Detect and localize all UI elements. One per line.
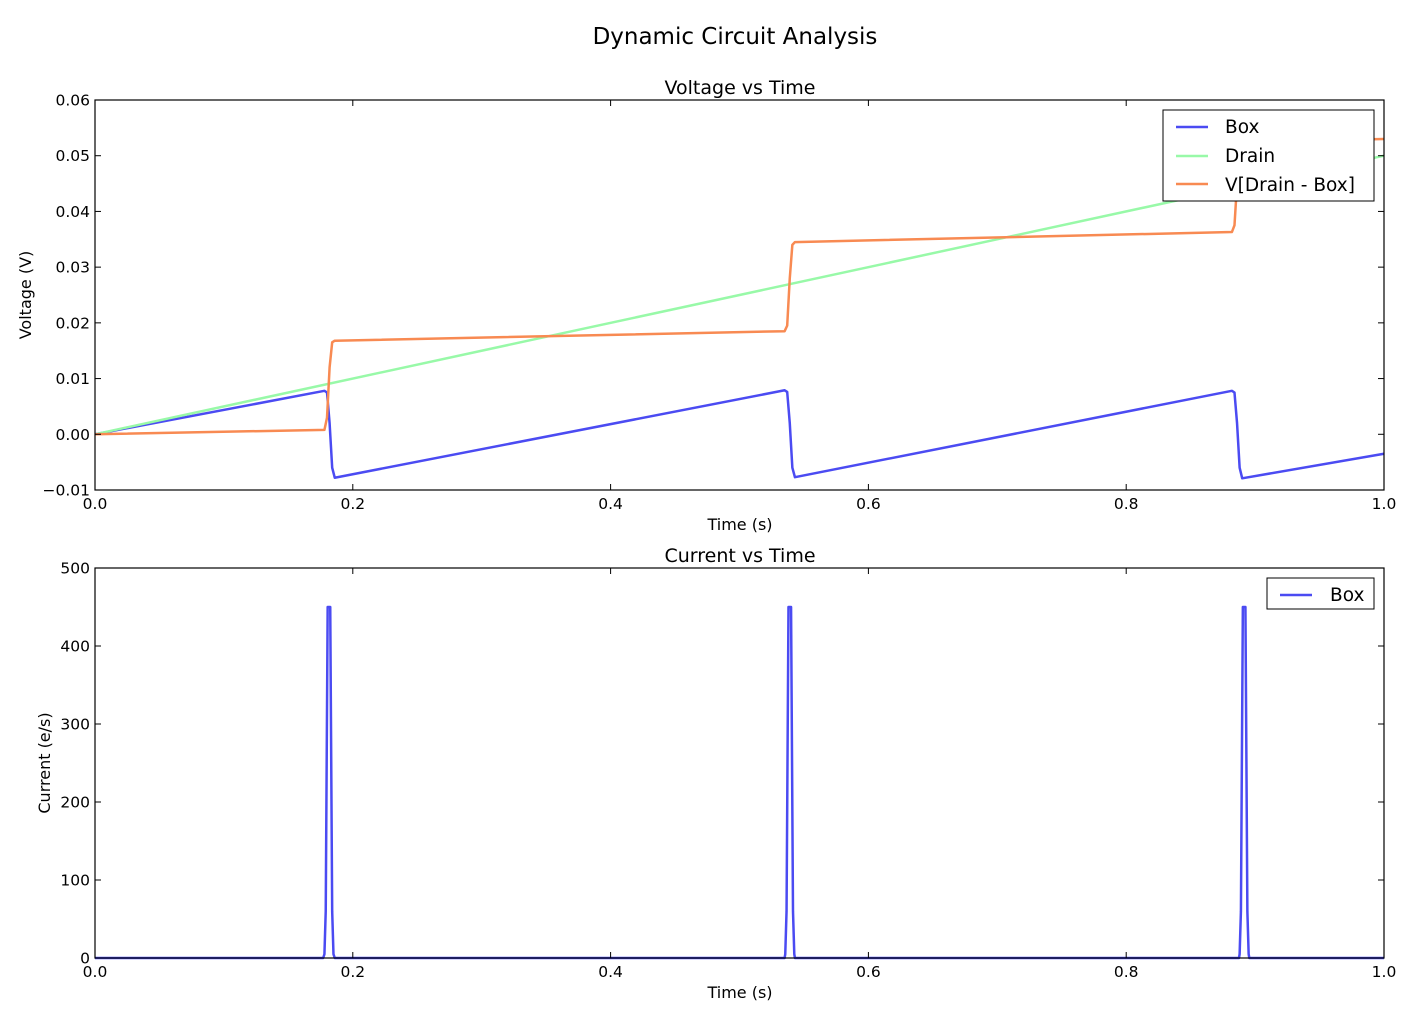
- voltage-ytick-label: 0.01: [55, 370, 90, 388]
- current-legend: Box: [1266, 577, 1375, 610]
- voltage-series-line-0: [94, 389, 1385, 480]
- current-xtick-label: 0.0: [83, 963, 108, 981]
- voltage-ytick-label: 0.05: [55, 147, 90, 165]
- voltage-xtick-label: 0.2: [340, 495, 365, 513]
- voltage-panel: Voltage vs Time 0.0 0.2 0.4 0.6 0.8 1.0−0.010…: [16, 77, 1396, 534]
- current-ytick-label: 400: [60, 638, 90, 656]
- current-x-axis-label: Time (s): [706, 983, 772, 1002]
- current-plot-frame: [94, 567, 1385, 959]
- current-ytick-label: 500: [60, 560, 90, 578]
- current-y-axis-label: Current (e/s): [35, 712, 54, 813]
- voltage-plot-frame: [94, 99, 1385, 491]
- current-xtick-label: 1.0: [1372, 963, 1397, 981]
- voltage-xtick-label: 0.6: [856, 495, 881, 513]
- current-ytick-label: 0: [80, 950, 90, 968]
- legend-label-box: Box: [1225, 117, 1259, 138]
- voltage-ytick-label: 0.04: [55, 203, 90, 221]
- figure-title: Dynamic Circuit Analysis: [593, 24, 878, 50]
- voltage-legend: Box Drain V[Drain - Box]: [1162, 109, 1375, 202]
- current-xtick-label: 0.8: [1114, 963, 1139, 981]
- current-xtick-label: 0.6: [856, 963, 881, 981]
- current-panel: Current vs Time 0.0 0.2 0.4 0.6 0.8 1.0 0 100 20…: [35, 545, 1396, 1002]
- current-xtick-label: 0.2: [340, 963, 365, 981]
- voltage-y-axis-label: Voltage (V): [16, 251, 35, 340]
- voltage-xtick-label: 1.0: [1372, 495, 1397, 513]
- voltage-x-axis-label: Time (s): [706, 515, 772, 534]
- legend-label-current-box: Box: [1330, 585, 1364, 606]
- voltage-series-line-1: [94, 154, 1385, 436]
- current-series-line-0: [95, 605, 1384, 960]
- voltage-panel-title: Voltage vs Time: [665, 77, 816, 99]
- legend-label-drain-minus-box: V[Drain - Box]: [1225, 175, 1355, 196]
- voltage-ytick-label: 0.06: [55, 92, 90, 110]
- voltage-ytick-label: −0.01: [43, 482, 91, 500]
- current-ytick-label: 200: [60, 794, 90, 812]
- voltage-ytick-label: 0.03: [55, 259, 90, 277]
- current-ticks-group: 0.0 0.2 0.4 0.6 0.8 1.0 0 100 200 300 400 500: [60, 560, 1396, 982]
- current-series-group: [95, 605, 1384, 960]
- current-ytick-label: 300: [60, 716, 90, 734]
- current-xtick-label: 0.4: [598, 963, 623, 981]
- voltage-xtick-label: 0.4: [598, 495, 623, 513]
- current-panel-title: Current vs Time: [664, 545, 815, 567]
- voltage-ytick-label: 0.02: [55, 314, 90, 332]
- legend-label-drain: Drain: [1225, 146, 1275, 167]
- voltage-ticks-group: 0.0 0.2 0.4 0.6 0.8 1.0 −0.01 0.00 0.01 0.02 0.03 0…: [43, 92, 1397, 514]
- current-legend-box: [1266, 577, 1375, 610]
- voltage-ytick-label: 0.00: [55, 426, 90, 444]
- current-ytick-label: 100: [60, 872, 90, 890]
- voltage-xtick-label: 0.0: [83, 495, 108, 513]
- voltage-xtick-label: 0.8: [1114, 495, 1139, 513]
